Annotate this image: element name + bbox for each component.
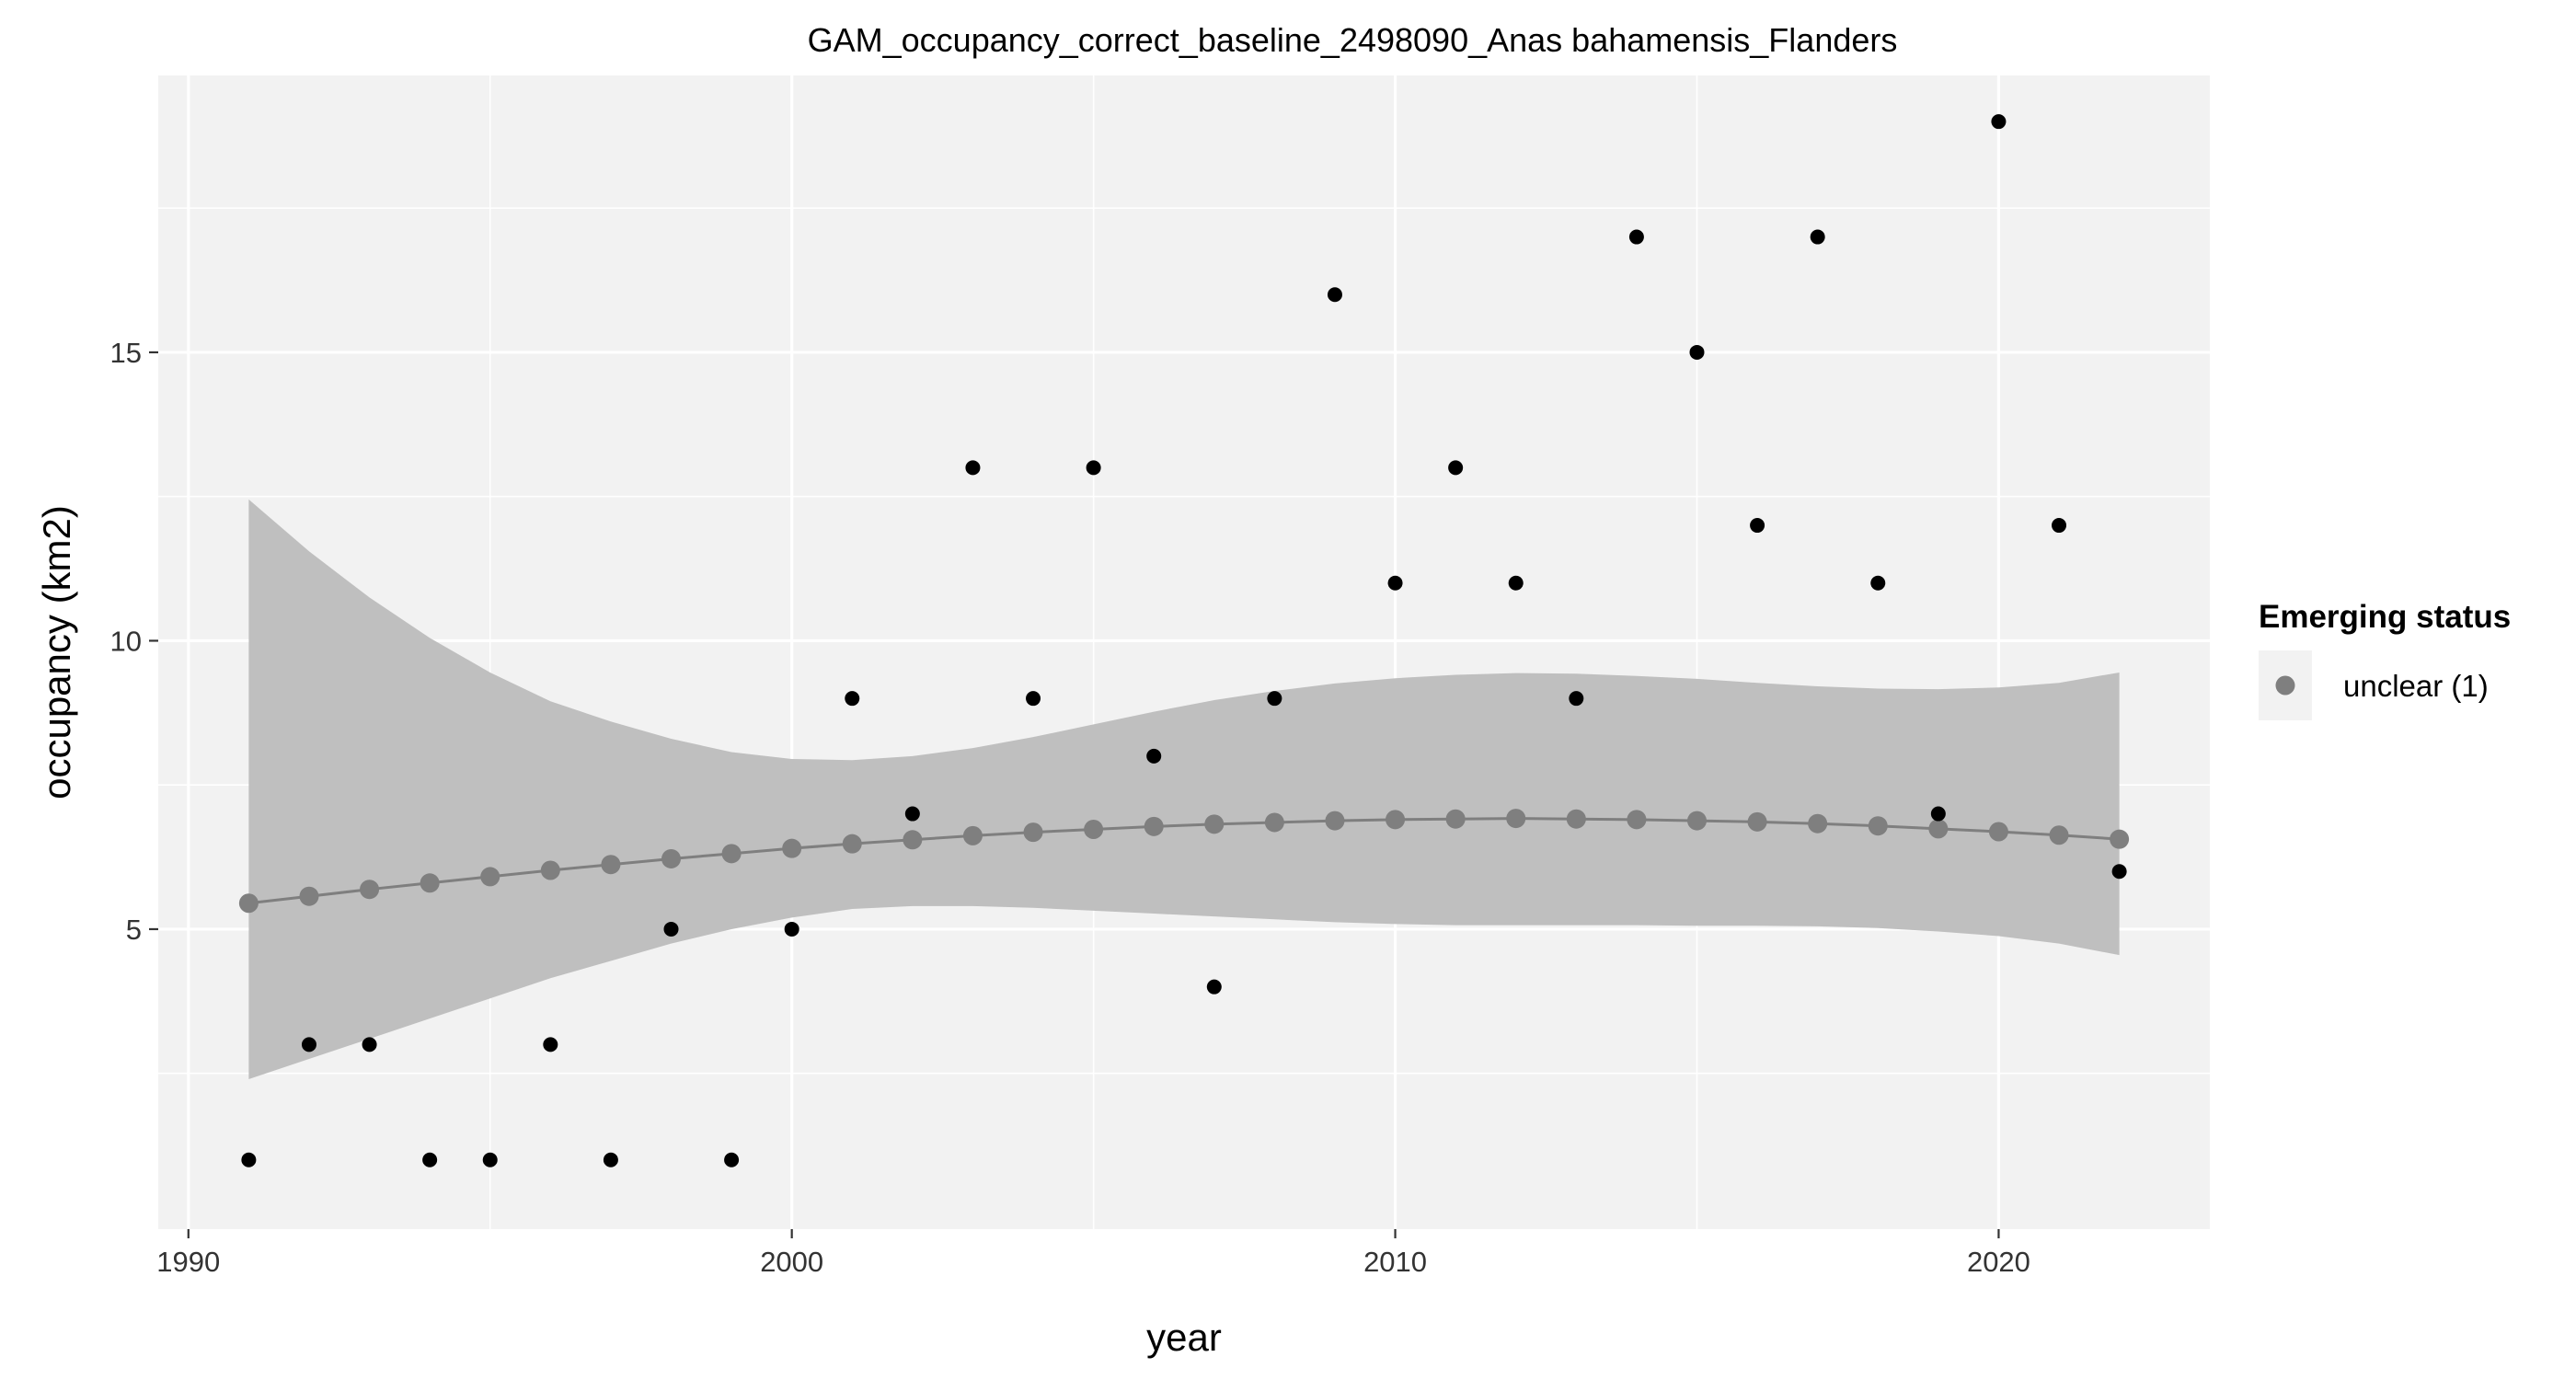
observed-point: [1206, 979, 1222, 995]
x-tick-label: 2000: [760, 1246, 823, 1278]
fit-point: [360, 880, 380, 900]
fit-point: [903, 830, 923, 850]
fit-point: [962, 825, 983, 845]
chart-title: GAM_occupancy_correct_baseline_2498090_A…: [808, 21, 1898, 59]
fit-point: [2110, 829, 2130, 849]
observed-point: [965, 460, 981, 476]
x-tick-label: 1990: [156, 1246, 220, 1278]
fit-point: [1566, 809, 1586, 829]
observed-point: [241, 1152, 257, 1167]
y-tick-label: 10: [110, 625, 142, 657]
y-tick-label: 5: [126, 914, 142, 946]
fit-point: [1687, 811, 1707, 831]
observed-point: [1327, 287, 1342, 303]
fit-point: [1928, 819, 1949, 839]
observed-point: [1628, 229, 1644, 245]
observed-point: [1930, 806, 1946, 822]
fit-point: [1023, 822, 1043, 843]
confidence-ribbon-layer: [248, 499, 2120, 1079]
fit-point: [1325, 811, 1345, 831]
legend-label-unclear: unclear (1): [2343, 669, 2489, 703]
observed-points-layer: [241, 114, 2127, 1167]
observed-point: [1991, 114, 2007, 130]
observed-point: [1387, 575, 1403, 591]
x-tick-label: 2020: [1967, 1246, 2030, 1278]
x-tick-label: 2010: [1363, 1246, 1427, 1278]
observed-point: [904, 806, 920, 822]
x-axis-title: year: [1146, 1316, 1222, 1359]
y-tick-label: 15: [110, 337, 142, 369]
observed-point: [724, 1152, 740, 1167]
fit-point: [1084, 819, 1104, 839]
fit-point: [1747, 811, 1767, 832]
observed-point: [2111, 864, 2127, 880]
observed-point: [1810, 229, 1825, 245]
fit-point: [1506, 809, 1526, 829]
fit-point: [2049, 825, 2069, 845]
fit-point: [1445, 809, 1466, 829]
observed-point: [1448, 460, 1464, 476]
observed-point: [1870, 575, 1886, 591]
fit-point: [1868, 816, 1888, 836]
fit-point: [540, 860, 560, 880]
observed-point: [362, 1037, 377, 1052]
fit-point: [721, 844, 742, 864]
fit-point: [1808, 813, 1828, 834]
observed-point: [1267, 691, 1282, 707]
fit-point: [782, 838, 802, 858]
y-axis-title: occupancy (km2): [35, 505, 78, 799]
observed-point: [1508, 575, 1524, 591]
fit-line: [248, 817, 2120, 905]
fit-point: [1386, 810, 1406, 830]
observed-point: [422, 1152, 438, 1167]
observed-point: [543, 1037, 558, 1052]
fit-point: [1264, 812, 1284, 833]
observed-point: [784, 921, 799, 937]
fit-point: [299, 886, 319, 906]
fit-point: [238, 893, 259, 914]
observed-point: [603, 1152, 618, 1167]
confidence-ribbon: [248, 499, 2120, 1079]
observed-point: [2052, 518, 2067, 534]
observed-point: [845, 691, 860, 707]
observed-point: [1689, 344, 1705, 360]
fit-point: [661, 848, 681, 868]
fit-point: [601, 855, 621, 875]
observed-point: [1026, 691, 1041, 707]
fit-point: [480, 867, 500, 887]
observed-point: [482, 1152, 498, 1167]
fit-point: [420, 873, 440, 893]
legend: Emerging status unclear (1): [2259, 599, 2511, 720]
legend-title: Emerging status: [2259, 599, 2511, 635]
fit-point: [1144, 816, 1164, 836]
fit-point: [842, 834, 862, 854]
observed-point: [1569, 691, 1584, 707]
observed-point: [1750, 518, 1765, 534]
observed-point: [1146, 748, 1162, 764]
fit-point: [1204, 814, 1225, 834]
legend-key-dot: [2275, 675, 2295, 696]
observed-point: [301, 1037, 316, 1052]
fit-point: [1988, 822, 2008, 842]
fit-point: [1627, 810, 1647, 830]
observed-point: [663, 921, 679, 937]
observed-point: [1086, 460, 1101, 476]
axes: 1990 2000 2010 2020 5 10 15: [110, 337, 2030, 1278]
fit-layer: [238, 809, 2130, 914]
plot-panel: [158, 75, 2210, 1229]
